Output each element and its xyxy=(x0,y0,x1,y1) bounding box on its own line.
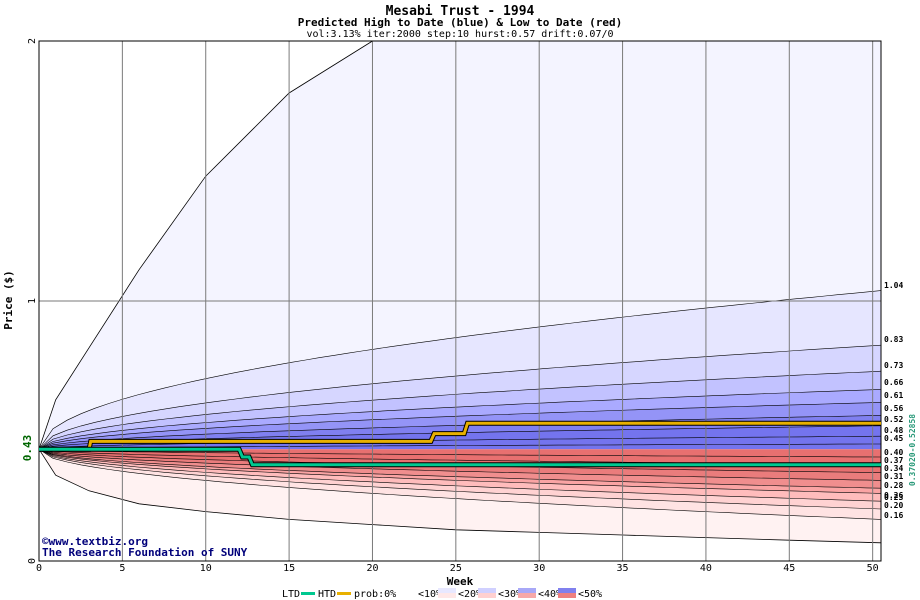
x-axis-label: Week xyxy=(447,575,474,588)
right-label-low: 0.37 xyxy=(884,456,903,465)
right-label-high: 0.66 xyxy=(884,378,903,387)
contour-line-5 xyxy=(38,402,882,450)
legend-htd-swatch xyxy=(337,592,351,595)
tick-labels: 0 5 10 15 20 25 30 35 40 45 50 0 1 2 xyxy=(27,38,879,574)
legend-item: <30% xyxy=(498,589,522,600)
right-label-high: 0.83 xyxy=(884,335,903,344)
chart-params: vol:3.13% iter:2000 step:10 hurst:0.57 d… xyxy=(306,29,613,40)
contour-line-4 xyxy=(38,389,882,450)
right-label-low: 0.26 xyxy=(884,491,903,500)
band-low-4 xyxy=(39,449,881,481)
legend-ltd-swatch xyxy=(301,592,315,595)
legend-swatch-low xyxy=(558,593,576,598)
band-high-5 xyxy=(39,402,881,450)
right-label-low: 0.40 xyxy=(884,448,903,457)
legend-swatch-high xyxy=(438,588,456,593)
right-label-low: 0.28 xyxy=(884,481,903,490)
contour-line-6 xyxy=(38,415,882,450)
chart-subtitle: Predicted High to Date (blue) & Low to D… xyxy=(298,16,623,29)
y-axis-label: Price ($) xyxy=(2,270,15,330)
right-label-high: 0.45 xyxy=(884,434,903,443)
right-label-low: 0.31 xyxy=(884,472,903,481)
legend-swatch-high xyxy=(518,588,536,593)
credit-line-1: ©www.textbiz.org xyxy=(42,535,148,548)
contour-line-14 xyxy=(38,448,882,489)
band-low-7 xyxy=(39,449,881,502)
x-tick-label: 5 xyxy=(119,563,125,574)
x-tick-label: 15 xyxy=(283,563,295,574)
plot-frame xyxy=(38,40,882,562)
band-high-3 xyxy=(39,371,881,450)
legend-prob: prob:0% xyxy=(354,589,396,600)
start-price-label: 0.43 xyxy=(21,435,34,462)
y-tick-label: 2 xyxy=(27,38,38,44)
right-label-high: 0.73 xyxy=(884,361,903,370)
band-high-7 xyxy=(39,425,881,450)
x-tick-label: 45 xyxy=(783,563,795,574)
x-tick-label: 50 xyxy=(867,563,879,574)
contour-line-17 xyxy=(38,448,882,510)
band-high-4 xyxy=(39,389,881,450)
x-tick-label: 40 xyxy=(700,563,712,574)
y-tick-label: 0 xyxy=(27,558,38,564)
right-label-high: 0.52 xyxy=(884,415,903,424)
band-low-1 xyxy=(39,449,881,457)
legend-swatch-high xyxy=(398,588,416,593)
band-low-6 xyxy=(39,449,881,494)
y-tick-label: 1 xyxy=(27,298,38,304)
x-tick-label: 25 xyxy=(450,563,462,574)
band-high-2 xyxy=(39,345,881,450)
legend-item: <40% xyxy=(538,589,562,600)
grid xyxy=(38,40,882,562)
x-tick-label: 30 xyxy=(533,563,545,574)
contour-line-3 xyxy=(38,370,882,450)
x-tick-label: 10 xyxy=(200,563,212,574)
legend-swatch-high xyxy=(558,588,576,593)
legend-swatch-low xyxy=(518,593,536,598)
legend: LTD HTD prob:0% <10% <20% <30% <40% <50% xyxy=(282,588,602,600)
band-low-9 xyxy=(39,449,881,520)
right-label-low: 0.34 xyxy=(884,464,903,473)
right-label-high: 1.04 xyxy=(884,281,903,290)
right-side-values: 0.37020-0.52858 xyxy=(908,414,917,486)
right-value-labels: 1.04 0.83 0.73 0.66 0.61 0.56 0.52 0.480.45 0.40… xyxy=(884,281,903,520)
series-ltd xyxy=(39,447,881,467)
right-label-low: 0.16 xyxy=(884,511,903,520)
legend-swatch-low xyxy=(438,593,456,598)
legend-item: <20% xyxy=(458,589,482,600)
contour-line-10 xyxy=(38,448,882,458)
x-tick-label: 20 xyxy=(366,563,378,574)
right-label-low: 0.23 xyxy=(884,493,903,502)
x-tick-label: 0 xyxy=(36,563,42,574)
legend-htd: HTD xyxy=(318,589,336,600)
band-high-8 xyxy=(39,436,881,450)
chart-title: Mesabi Trust - 1994 xyxy=(386,4,535,19)
legend-swatch-low xyxy=(398,593,416,598)
legend-ltd: LTD xyxy=(282,589,300,600)
contour-line-18 xyxy=(38,448,882,520)
contour-line-1 xyxy=(38,290,882,450)
contour-line-2 xyxy=(38,344,882,450)
right-label-high: 0.56 xyxy=(884,404,903,413)
legend-swatch-low xyxy=(478,593,496,598)
band-low-outer xyxy=(39,449,881,543)
series-layer xyxy=(39,420,881,468)
legend-item: <10% xyxy=(418,589,442,600)
credit-line-2: The Research Foundation of SUNY xyxy=(42,546,248,559)
x-tick-label: 35 xyxy=(617,563,629,574)
band-low-5 xyxy=(39,449,881,489)
band-high-1 xyxy=(39,290,881,450)
contour-line-15 xyxy=(38,448,882,494)
contour-line-16 xyxy=(38,448,882,502)
legend-swatch-high xyxy=(478,588,496,593)
right-label-high: 0.48 xyxy=(884,426,903,435)
band-high-9 xyxy=(39,444,881,450)
right-label-high: 0.61 xyxy=(884,391,903,400)
legend-item: <50% xyxy=(578,589,602,600)
contour-line-13 xyxy=(38,448,882,481)
right-label-low: 0.20 xyxy=(884,501,903,510)
band-low-8 xyxy=(39,449,881,509)
band-high-outer xyxy=(39,41,881,450)
